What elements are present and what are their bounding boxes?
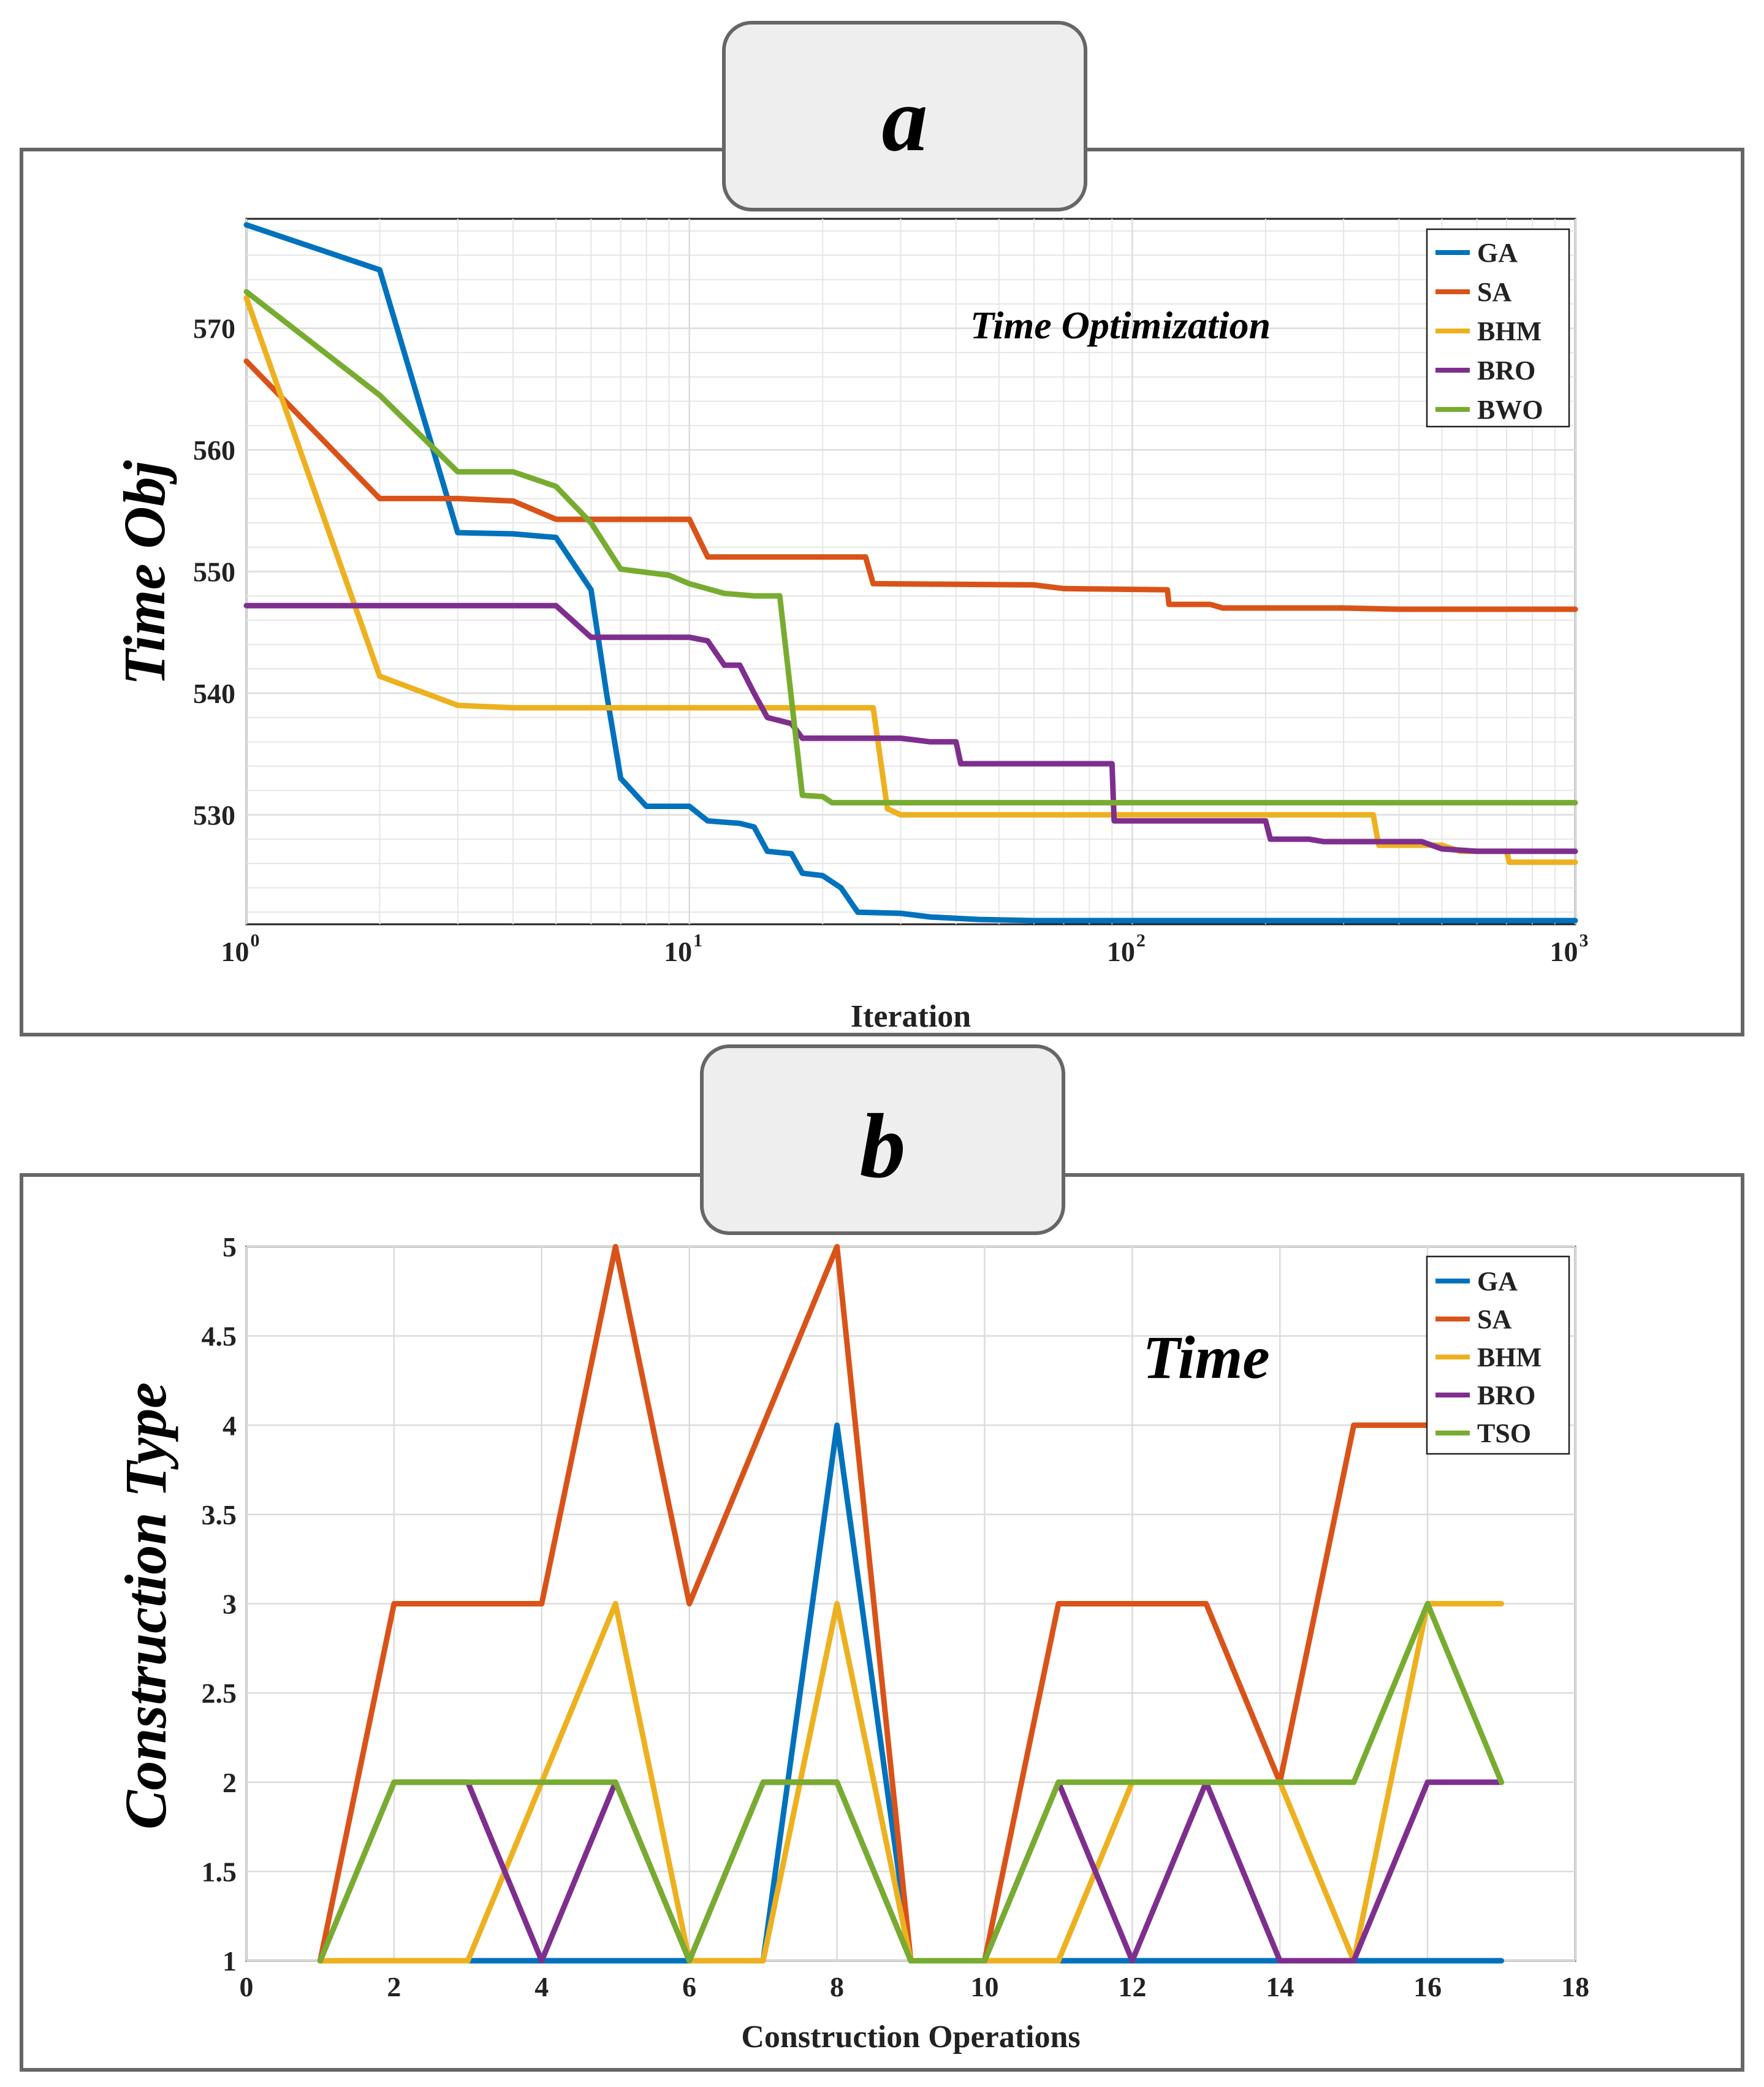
panel-a-legend: GA SA BHM BRO BWO (1426, 228, 1570, 428)
b-legend-label-sa: SA (1477, 1304, 1511, 1334)
panel-a-ylabel: Time Obj (112, 460, 177, 685)
panel-b-xlabel: Construction Operations (741, 2020, 1080, 2055)
b-xtick-label: 10 (970, 1971, 998, 2002)
b-ytick-label: 4 (222, 1410, 237, 1441)
a-ytick-label: 550 (193, 557, 235, 588)
a-series-ga (243, 222, 1578, 924)
b-xtick-label: 14 (1266, 1971, 1294, 2002)
b-xtick-label: 12 (1118, 1971, 1146, 2002)
a-ytick-label: 570 (193, 313, 235, 344)
panel-a-badge-label: a (882, 69, 928, 170)
b-ytick-label: 3.5 (202, 1499, 237, 1530)
b-xtick-label: 8 (830, 1971, 844, 2002)
panel-b: b 0 2 4 6 8 10 12 14 16 18 1 1.5 2 2.5 3 3.5 4 4.5 5 Const… (20, 1044, 1744, 2072)
panel-a-legend-box (1426, 228, 1570, 428)
panel-b-ticks: 0 2 4 6 8 10 12 14 16 18 1 1.5 2 2.5 3 3.5 4 4.5 5 (202, 1231, 1590, 2002)
panel-b-series (317, 1244, 1505, 1964)
panel-b-ylabel: Construction Type (113, 1382, 178, 1830)
panel-b-badge (700, 1044, 1065, 1235)
a-series-bwo (243, 289, 1578, 806)
panel-b-annotation: Time (1142, 1323, 1269, 1391)
b-xtick-label: 6 (682, 1971, 696, 2002)
a-legend-label-ga: GA (1477, 238, 1518, 268)
panel-b-badge-label: b (860, 1095, 906, 1197)
a-legend-label-bro: BRO (1477, 355, 1535, 386)
b-ytick-label: 2 (222, 1767, 237, 1798)
panel-a-badge (722, 21, 1087, 211)
panel-a-grid (245, 219, 1576, 924)
b-xtick-label: 18 (1561, 1971, 1589, 2002)
a-ytick-label: 560 (193, 435, 235, 466)
b-ytick-label: 3 (222, 1589, 237, 1620)
a-ytick-label: 530 (193, 799, 235, 831)
a-legend-label-sa: SA (1477, 277, 1511, 307)
b-xtick-label: 16 (1413, 1971, 1442, 2002)
b-legend-label-bhm: BHM (1477, 1342, 1542, 1372)
a-legend-label-bwo: BWO (1477, 395, 1543, 425)
b-xtick-label: 4 (534, 1971, 549, 2002)
b-ytick-label: 2.5 (202, 1678, 237, 1709)
panel-a-xlabel: Iteration (851, 999, 971, 1034)
panel-a-series (243, 222, 1578, 924)
b-ytick-label: 1.5 (202, 1856, 237, 1887)
b-legend-label-bro: BRO (1477, 1380, 1535, 1410)
b-legend-label-tso: TSO (1477, 1418, 1531, 1448)
b-legend-label-ga: GA (1477, 1266, 1518, 1296)
b-ytick-label: 1 (222, 1945, 237, 1977)
b-ytick-label: 5 (222, 1231, 237, 1263)
panel-b-legend: GA SA BHM BRO TSO (1426, 1255, 1570, 1455)
a-series-bro (243, 603, 1578, 854)
b-xtick-label: 0 (240, 1971, 254, 2002)
b-xtick-label: 2 (387, 1971, 401, 2002)
panel-a-annotation: Time Optimization (970, 303, 1271, 347)
a-ytick-label: 540 (193, 678, 235, 709)
b-series-tso (317, 1601, 1505, 1964)
a-legend-label-bhm: BHM (1477, 316, 1542, 346)
a-series-sa (243, 358, 1578, 612)
b-ytick-label: 4.5 (202, 1321, 237, 1352)
